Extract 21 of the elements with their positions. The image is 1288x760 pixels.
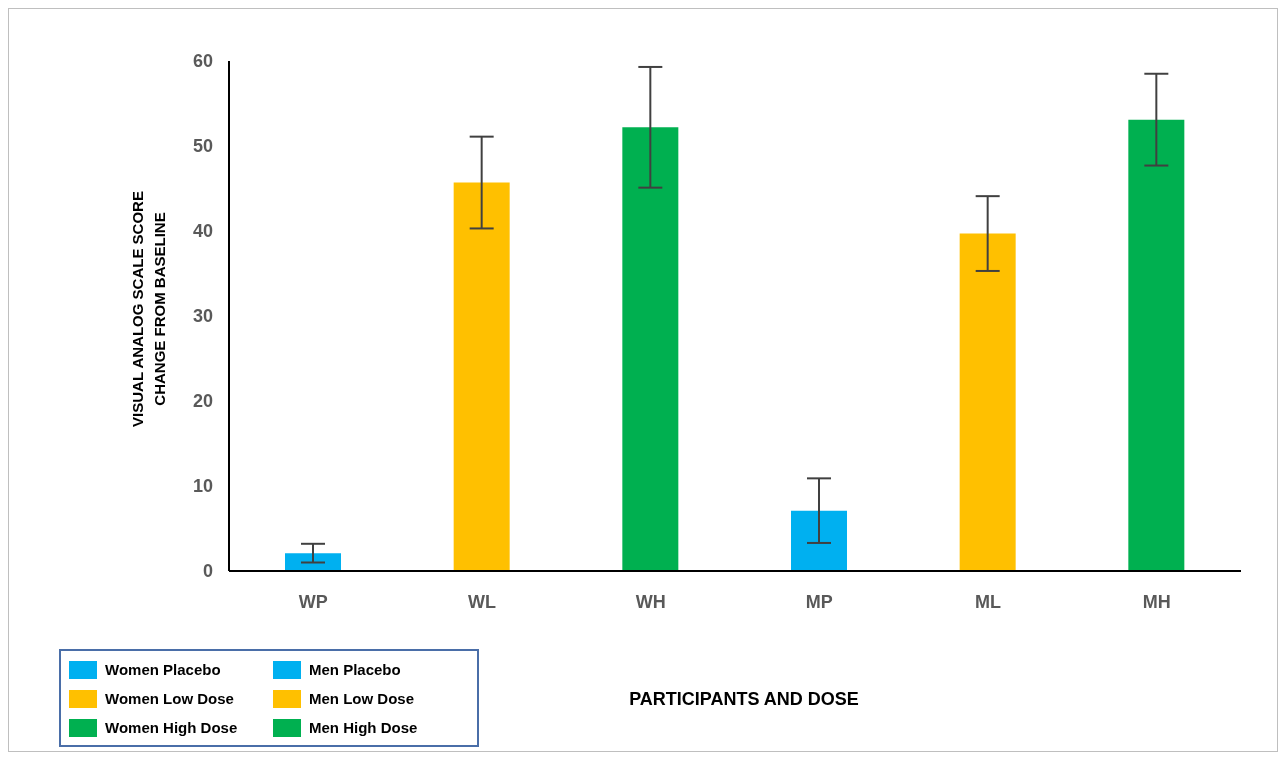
x-tick-label: WP	[298, 591, 328, 612]
legend-label: Men Placebo	[309, 661, 401, 678]
y-tick-label: 20	[192, 391, 213, 412]
y-tick-label: 30	[192, 306, 213, 327]
y-tick-label: 40	[192, 221, 213, 242]
legend-label: Men High Dose	[309, 719, 418, 736]
legend-label: Women Placebo	[105, 661, 221, 678]
y-tick-label: 50	[192, 136, 213, 157]
legend-label: Men Low Dose	[309, 690, 415, 707]
y-tick-label: 60	[192, 51, 213, 72]
legend-label: Women High Dose	[105, 719, 238, 736]
x-tick-label: MP	[805, 591, 833, 612]
x-tick-label: MH	[1142, 591, 1171, 612]
y-tick-label: 0	[202, 561, 213, 582]
y-axis-title: VISUAL ANALOG SCALE SCORE CHANGE FROM BASELINE	[128, 191, 169, 427]
x-tick-label: WL	[468, 591, 496, 612]
x-tick-label: WH	[635, 591, 666, 612]
y-tick-label: 10	[192, 476, 213, 497]
x-axis-title: PARTICIPANTS AND DOSE	[628, 689, 860, 710]
legend-label: Women Low Dose	[105, 690, 234, 707]
x-tick-label: ML	[975, 591, 1001, 612]
